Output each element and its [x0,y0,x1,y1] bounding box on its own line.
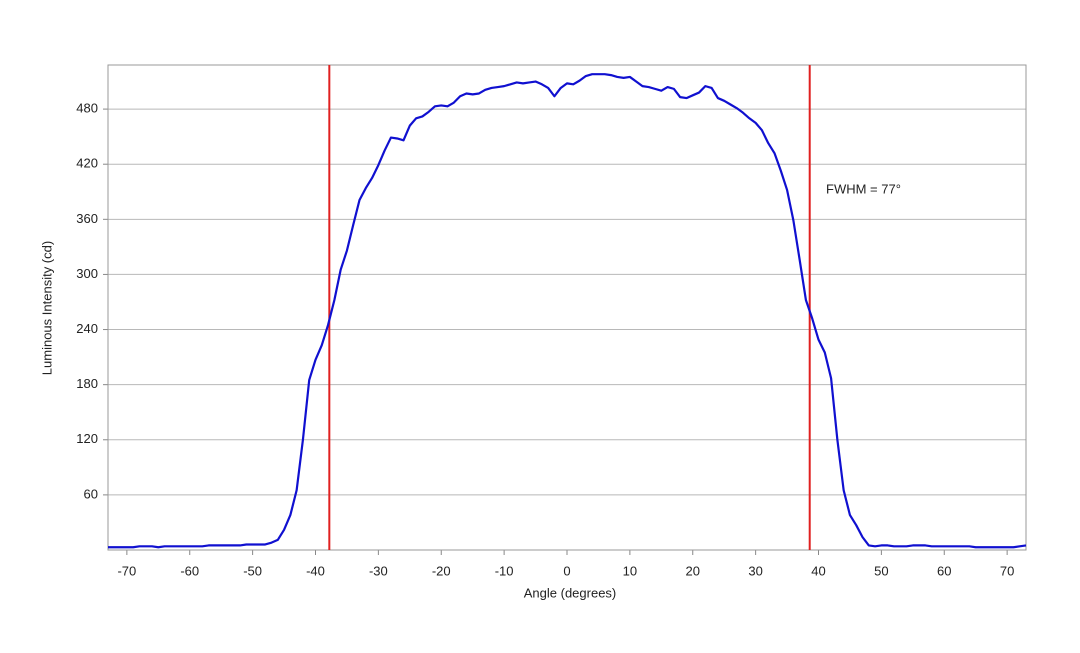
x-tick-label: 40 [811,563,825,578]
x-tick-label: 50 [874,563,888,578]
x-tick-label: -30 [369,563,388,578]
x-tick-label: -20 [432,563,451,578]
x-tick-label: -70 [117,563,136,578]
annotation: FWHM = 77° [826,181,901,196]
y-tick-label: 300 [76,266,98,281]
y-tick-label: 120 [76,431,98,446]
plot-border [107,64,1027,551]
y-axis-label: Luminous Intensity (cd) [39,241,54,375]
x-tick-label: 20 [686,563,700,578]
x-tick-label: -40 [306,563,325,578]
x-tick-label: 10 [623,563,637,578]
y-tick-label: 480 [76,101,98,116]
data-line [108,73,1027,549]
x-tick-label: -50 [243,563,262,578]
y-tick-label: 180 [76,376,98,391]
x-axis-label: Angle (degrees) [524,585,617,600]
y-tick-label: 360 [76,211,98,226]
x-tick-label: 30 [748,563,762,578]
x-tick-label: 60 [937,563,951,578]
x-tick-label: -10 [495,563,514,578]
y-tick-label: 420 [76,156,98,171]
y-tick-label: 60 [84,486,98,501]
y-tick-label: 240 [76,321,98,336]
x-tick-label: 0 [563,563,570,578]
x-tick-label: 70 [1000,563,1014,578]
x-tick-label: -60 [180,563,199,578]
